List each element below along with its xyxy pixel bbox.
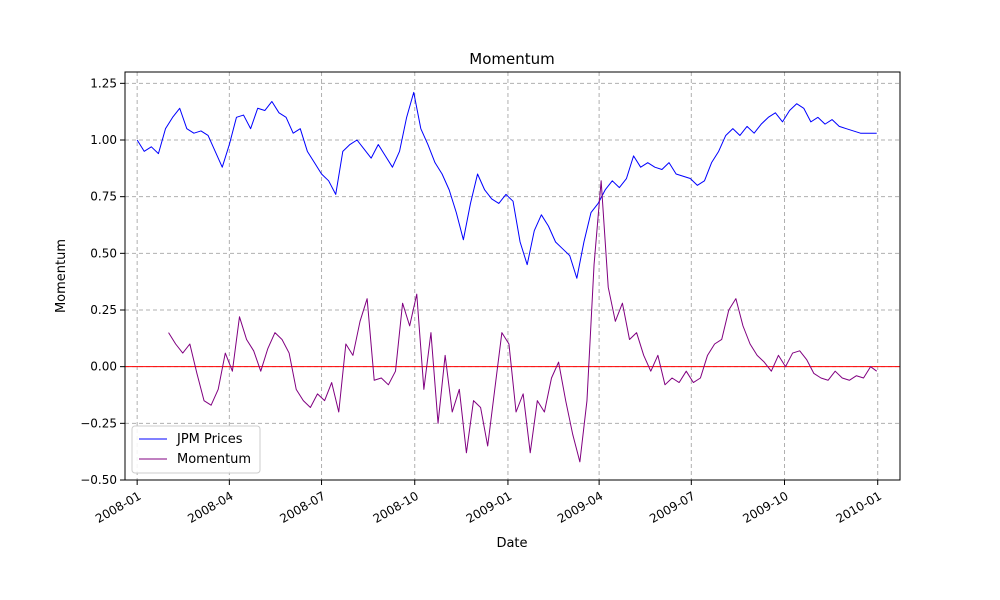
- y-tick-label: 1.25: [90, 76, 117, 90]
- series-line-jpm-prices: [136, 91, 877, 279]
- y-tick-label: 0.00: [90, 360, 117, 374]
- x-axis-label: Date: [496, 536, 527, 551]
- y-axis-ticks: −0.50 −0.25 0.00 0.25 0.50 0.75 1.00 1.25: [80, 76, 125, 487]
- y-tick-label: −0.25: [80, 416, 117, 430]
- legend-label-momentum: Momentum: [177, 452, 251, 467]
- legend-label-jpm-prices: JPM Prices: [176, 432, 243, 447]
- y-tick-label: −0.50: [80, 473, 117, 487]
- y-tick-label: 0.75: [90, 190, 117, 204]
- series-lines: [136, 91, 877, 463]
- y-tick-label: 0.25: [90, 303, 117, 317]
- y-tick-label: 0.50: [90, 246, 117, 260]
- y-axis-label: Momentum: [54, 239, 69, 313]
- chart-title: Momentum: [469, 50, 554, 68]
- legend-box: [131, 425, 261, 474]
- legend: JPM Prices Momentum: [131, 425, 261, 474]
- y-tick-label: 1.00: [90, 133, 117, 147]
- series-line-momentum: [168, 180, 877, 463]
- plot-frame: [124, 71, 901, 481]
